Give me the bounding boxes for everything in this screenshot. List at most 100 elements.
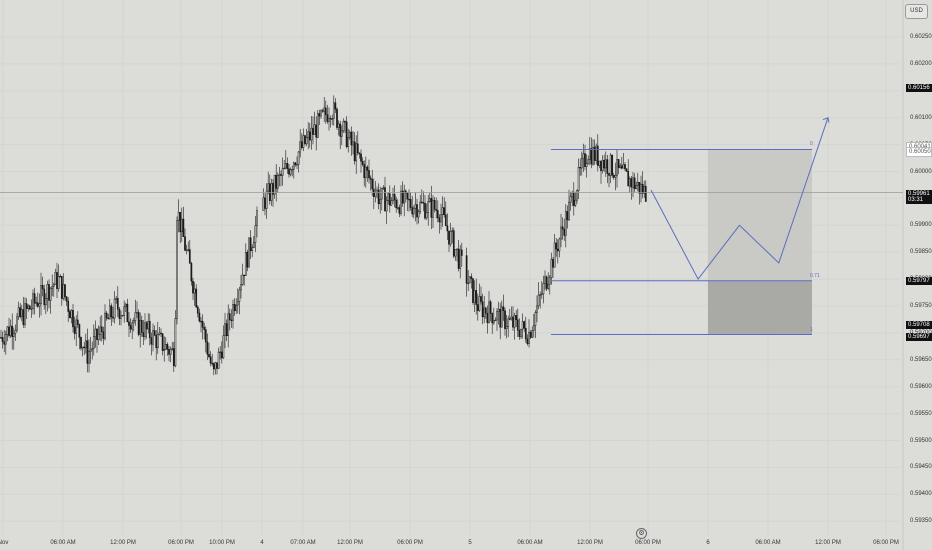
candle-body bbox=[473, 290, 476, 303]
candle-body bbox=[44, 298, 47, 306]
candle-body bbox=[236, 301, 239, 306]
candle-body bbox=[468, 276, 471, 284]
candle-body bbox=[593, 146, 596, 161]
candle-body bbox=[137, 312, 140, 335]
candle-body bbox=[460, 249, 463, 256]
fib-level-label: 1 bbox=[810, 326, 813, 333]
candle-body bbox=[635, 185, 638, 189]
candle-body bbox=[328, 118, 330, 122]
candle-body bbox=[97, 334, 100, 340]
candle-body bbox=[116, 298, 119, 310]
candle-body bbox=[441, 207, 444, 216]
candle-body bbox=[387, 193, 390, 201]
price-tick: 0.59450 bbox=[910, 464, 932, 471]
candle-body bbox=[120, 315, 122, 319]
candle-body bbox=[414, 204, 417, 209]
price-tag-fib-top-alt: 0.60050 bbox=[906, 147, 932, 158]
time-tick: Nov bbox=[0, 540, 9, 546]
price-tag-value: 0.60156 bbox=[908, 84, 930, 91]
gear-icon[interactable]: ⚙ bbox=[636, 528, 647, 539]
candle-body bbox=[203, 327, 206, 330]
candle-body bbox=[539, 294, 542, 296]
candle-body bbox=[228, 313, 231, 321]
candle-body bbox=[510, 316, 513, 320]
candle-body bbox=[172, 348, 175, 367]
candle-body bbox=[158, 332, 161, 335]
candle-body bbox=[20, 309, 23, 317]
candle-body bbox=[144, 322, 146, 337]
candle-body bbox=[206, 341, 209, 355]
candle-body bbox=[606, 159, 609, 174]
candle-body bbox=[552, 259, 554, 268]
candle-body bbox=[216, 362, 218, 369]
candle-body bbox=[603, 159, 606, 169]
candle-body bbox=[436, 210, 439, 218]
candle-body bbox=[283, 167, 286, 170]
candle-body bbox=[425, 212, 428, 219]
candle-body bbox=[92, 336, 95, 349]
candle-body bbox=[640, 183, 642, 194]
candle-body bbox=[544, 276, 546, 284]
candle-body bbox=[476, 304, 479, 311]
time-tick: 12:00 PM bbox=[577, 540, 603, 546]
time-tick: 06:00 AM bbox=[50, 540, 76, 546]
candle-body bbox=[265, 190, 268, 209]
candle-body bbox=[254, 225, 257, 243]
price-tick: 0.60100 bbox=[910, 114, 932, 121]
time-tick: 06:00 PM bbox=[397, 540, 423, 546]
candle-body bbox=[11, 325, 14, 338]
candle-body bbox=[400, 190, 402, 214]
candle-body bbox=[211, 362, 214, 365]
candle-body bbox=[288, 168, 290, 175]
candle-body bbox=[251, 247, 254, 252]
candle-body bbox=[142, 332, 145, 337]
candle-body bbox=[480, 296, 482, 302]
candle-body bbox=[75, 319, 78, 334]
candle-body bbox=[6, 326, 9, 335]
candle-body bbox=[329, 118, 332, 120]
candle-body bbox=[571, 192, 574, 197]
candle-body bbox=[398, 207, 401, 214]
candle-body bbox=[456, 248, 458, 250]
candle-body bbox=[345, 121, 348, 148]
candle-body bbox=[428, 198, 431, 202]
candle-body bbox=[267, 183, 270, 192]
candle-body bbox=[512, 316, 514, 328]
candle-body bbox=[200, 320, 202, 323]
candle-body bbox=[598, 160, 601, 166]
candle-body bbox=[227, 313, 230, 336]
time-tick: 12:00 PM bbox=[337, 540, 363, 546]
candle-body bbox=[531, 330, 534, 338]
candle-body bbox=[494, 319, 497, 322]
time-tick: 06:00 AM bbox=[755, 540, 781, 546]
candle-body bbox=[19, 307, 22, 317]
candle-body bbox=[475, 290, 478, 305]
candle-body bbox=[252, 242, 255, 248]
currency-button[interactable]: USD bbox=[905, 4, 928, 19]
candle-body bbox=[86, 340, 89, 364]
candle-body bbox=[145, 322, 148, 330]
candle-body bbox=[416, 204, 418, 218]
candle-body bbox=[35, 302, 38, 304]
candle-body bbox=[478, 296, 481, 311]
candle-body bbox=[369, 177, 372, 180]
candle-body bbox=[248, 237, 250, 268]
candle-body bbox=[446, 225, 449, 232]
candle-body bbox=[225, 323, 228, 336]
candle-body bbox=[9, 325, 12, 336]
candle-body bbox=[572, 192, 575, 206]
candle-body bbox=[601, 159, 604, 171]
candle-body bbox=[489, 301, 492, 314]
candle-body bbox=[171, 348, 174, 350]
candle-body bbox=[278, 174, 281, 176]
candle-body bbox=[516, 319, 519, 331]
candle-body bbox=[628, 178, 631, 187]
price-tag-value: 0.59708 bbox=[908, 322, 930, 329]
candle-body bbox=[192, 280, 194, 294]
candle-body bbox=[321, 110, 324, 112]
candle-body bbox=[262, 197, 265, 211]
candle-body bbox=[249, 237, 252, 252]
candle-body bbox=[484, 307, 487, 314]
candle-body bbox=[574, 199, 577, 206]
